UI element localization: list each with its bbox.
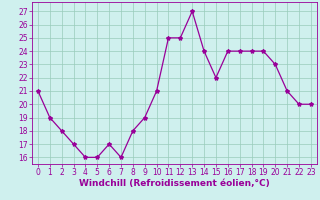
X-axis label: Windchill (Refroidissement éolien,°C): Windchill (Refroidissement éolien,°C) [79, 179, 270, 188]
